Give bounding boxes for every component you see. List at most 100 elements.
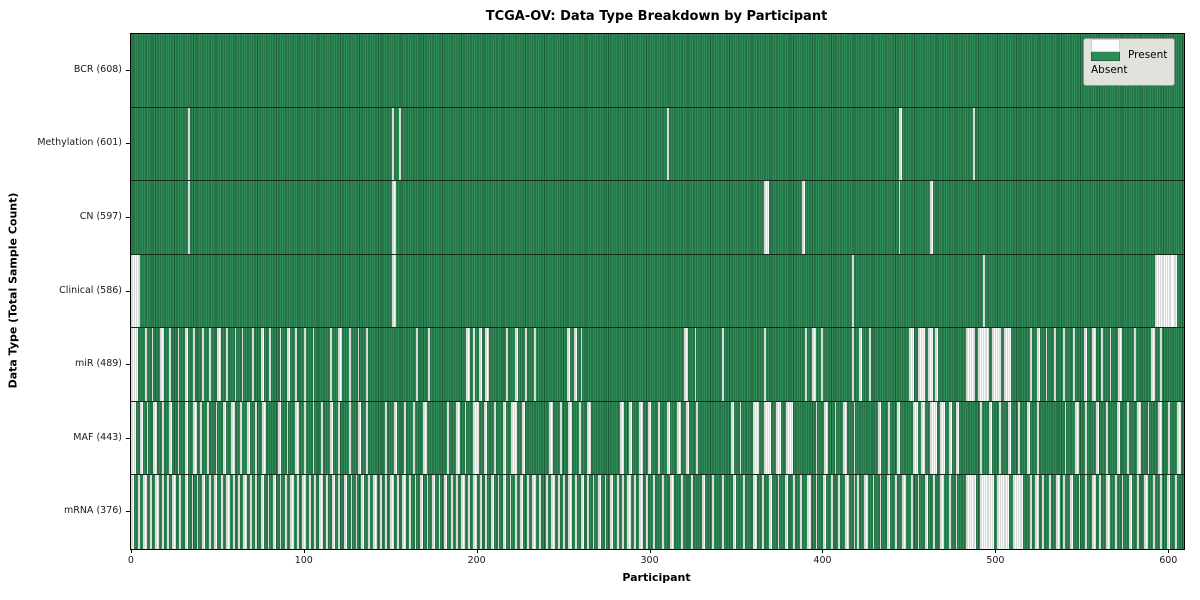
absent-stripe [393,401,398,475]
absent-stripe [639,475,643,549]
absent-stripe [912,401,918,475]
absent-stripe [647,401,652,475]
absent-stripe [730,401,735,475]
absent-stripe [151,328,154,401]
absent-stripe [1116,401,1121,475]
absent-stripe [402,475,406,549]
absent-stripe [226,475,230,549]
absent-stripe [769,475,773,549]
absent-stripe [1175,475,1178,549]
absent-stripe [314,475,316,549]
absent-stripe [373,475,377,549]
absent-stripe [438,475,441,549]
absent-stripe [935,328,939,401]
absent-stripe [686,401,690,475]
absent-stripe [998,401,1001,475]
y-tick-mark [126,69,130,71]
absent-stripe [1064,401,1067,475]
absent-stripe [853,475,856,549]
absent-stripe [1078,475,1081,549]
absent-stripe [777,475,780,549]
absent-stripe [634,475,636,549]
absent-stripe [1056,475,1060,549]
absent-stripe [419,475,424,549]
absent-stripe [312,401,315,475]
absent-stripe [551,475,555,549]
absent-stripe [485,328,489,401]
absent-stripe [279,328,282,401]
absent-stripe [1092,475,1096,549]
absent-stripe [620,401,624,475]
absent-stripe [338,475,341,549]
absent-stripe [864,475,868,549]
absent-stripe [739,401,742,475]
absent-stripe [653,475,655,549]
absent-stripe [326,475,329,549]
absent-stripe [277,401,282,475]
y-tick-label-cn: CN (597) [79,210,122,222]
absent-stripe [1126,401,1129,475]
absent-stripe [321,401,323,475]
absent-stripe [131,475,135,549]
absent-stripe [188,107,190,181]
absent-stripe [722,328,725,401]
absent-stripe [646,475,648,549]
absent-stripe [902,475,906,549]
absent-stripe [243,475,247,549]
row-mir [131,328,1184,402]
absent-stripe [246,401,251,475]
absent-stripe [131,254,140,328]
legend-absent-label: Absent [1091,64,1128,76]
absent-stripe [1168,401,1171,475]
absent-stripe [587,475,590,549]
absent-stripe [255,475,258,549]
absent-stripe [494,401,496,475]
absent-stripe [924,475,929,549]
absent-stripe [815,475,818,549]
absent-stripe [711,475,714,549]
absent-stripe [426,475,429,549]
absent-stripe [775,401,782,475]
absent-stripe [350,475,353,549]
absent-stripe [872,475,875,549]
row-methylation [131,107,1184,182]
absent-stripe [279,475,282,549]
absent-stripe [1030,475,1032,549]
y-tick-mark [126,143,130,145]
absent-stripe [191,475,194,549]
absent-stripe [169,328,171,401]
absent-stripe [193,328,195,401]
absent-stripe [480,475,482,549]
absent-stripe [431,475,436,549]
absent-stripe [188,181,190,254]
absent-stripe [222,401,227,475]
absent-stripe [822,475,827,549]
absent-stripe [888,401,891,475]
row-cn [131,181,1184,255]
absent-stripe [172,475,176,549]
absent-stripe [992,328,1001,401]
absent-stripe [385,475,387,549]
absent-stripe [1106,401,1108,475]
absent-stripe [955,475,958,549]
absent-stripe [366,401,368,475]
absent-stripe [578,401,581,475]
x-tick-label-400: 400 [813,555,832,566]
absent-stripe [390,475,394,549]
absent-stripe [929,181,934,254]
absent-stripe [979,475,994,549]
absent-stripe [162,401,164,475]
absent-stripe [1092,328,1096,401]
absent-stripe [948,401,953,475]
absent-stripe [483,401,488,475]
absent-stripe [566,328,571,401]
absent-stripe [514,328,519,401]
absent-stripe [260,475,265,549]
absent-stripe [338,401,341,475]
absent-stripe [416,328,418,401]
absent-stripe [580,328,583,401]
absent-stripe [319,475,323,549]
absent-stripe [801,181,806,254]
absent-stripe [667,107,669,181]
absent-stripe [379,475,382,549]
